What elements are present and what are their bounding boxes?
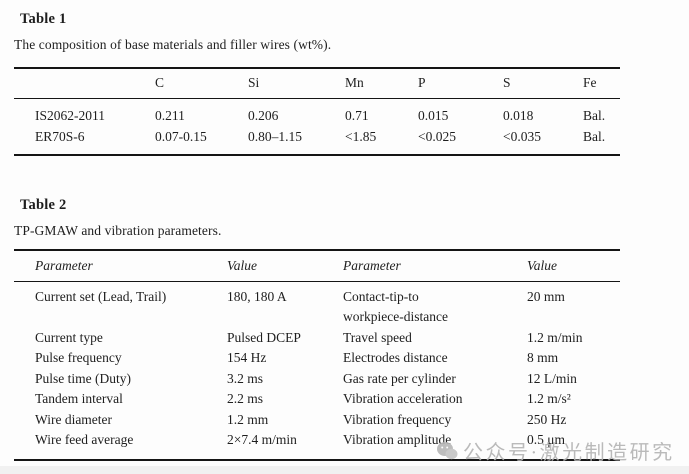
table-cell: Pulsed DCEP	[227, 329, 301, 345]
table2-caption: TP-GMAW and vibration parameters.	[14, 223, 222, 238]
table1-caption: The composition of base materials and fi…	[14, 37, 332, 52]
table-cell: 0.206	[248, 107, 279, 123]
table-row: Wire feed average 2×7.4 m/min Vibration am…	[14, 430, 620, 460]
table-cell: Bal.	[583, 107, 606, 123]
table-cell: Wire diameter	[35, 411, 113, 427]
column-header: Value	[227, 257, 257, 273]
column-header: Parameter	[343, 257, 401, 273]
table-cell: ER70S-6	[35, 128, 85, 144]
table-cell: Current set (Lead, Trail)	[35, 288, 167, 304]
column-header	[14, 68, 155, 98]
table-cell: Pulse frequency	[35, 350, 122, 365]
table-cell: 154 Hz	[227, 350, 267, 365]
table-cell: Contact-tip-to workpiece-distance	[343, 288, 448, 325]
table-row: Pulse frequency 154 Hz Electrodes distance…	[14, 348, 620, 369]
table-cell: 2.2 ms	[227, 391, 264, 406]
table-cell: 0.015	[418, 107, 449, 123]
table-cell: 1.2 m/s²	[527, 391, 571, 406]
table-row: Pulse time (Duty) 3.2 ms Gas rate per cyli…	[14, 369, 620, 390]
composition-table-head: C Si Mn P S Fe	[14, 68, 620, 98]
table-cell: 8 mm	[527, 350, 559, 365]
table-cell: Bal.	[583, 128, 606, 144]
table-cell: Electrodes distance	[343, 350, 448, 365]
table-row: Current set (Lead, Trail) 180, 180 A Conta…	[14, 281, 620, 328]
table-cell: Vibration frequency	[343, 411, 452, 427]
table-cell: Vibration acceleration	[343, 391, 463, 406]
parameters-table-body: Current set (Lead, Trail) 180, 180 A Conta…	[14, 281, 620, 460]
table-row: Tandem interval 2.2 ms Vibration accelerat…	[14, 389, 620, 410]
table-cell: Travel speed	[343, 329, 412, 345]
table-cell: Vibration amplitude	[343, 432, 452, 447]
table-cell: 0.018	[503, 107, 534, 123]
column-header: Parameter	[35, 257, 93, 273]
composition-table: C Si Mn P S Fe IS2062-2011 0.211 0.206 0.71 0.015…	[14, 67, 620, 156]
column-header: P	[418, 75, 426, 91]
parameters-table-head: Parameter Value Parameter Value	[14, 250, 620, 281]
column-header: Si	[248, 75, 260, 91]
table-cell: 1.2 m/min	[527, 329, 583, 345]
table-cell: Tandem interval	[35, 391, 123, 406]
table-cell: 0.71	[345, 107, 369, 123]
table-row: Current type Pulsed DCEP Travel speed 1.2 m…	[14, 328, 620, 349]
table-cell: 0.80–1.15	[248, 128, 302, 144]
table2-title: Table 2	[20, 197, 67, 213]
table-cell: 12 L/min	[527, 370, 577, 386]
header-row: C Si Mn P S Fe	[14, 68, 620, 98]
table1-title: Table 1	[20, 11, 67, 27]
composition-table-body: IS2062-2011 0.211 0.206 0.71 0.015 0.018 Bal. E…	[14, 98, 620, 155]
table-cell: 3.2 ms	[227, 370, 264, 386]
column-header: Fe	[583, 75, 597, 91]
parameters-table: Parameter Value Parameter Value Current set…	[14, 249, 620, 461]
header-row: Parameter Value Parameter Value	[14, 250, 620, 281]
table-row: ER70S-6 0.07-0.15 0.80–1.15 <1.85 <0.025 <0.0…	[14, 126, 620, 155]
table-cell: IS2062-2011	[35, 107, 105, 123]
table-cell: 1.2 mm	[227, 411, 269, 427]
table-cell: 20 mm	[527, 288, 565, 304]
table-cell: 180, 180 A	[227, 288, 287, 304]
table-cell: 0.211	[155, 107, 185, 123]
table-cell: Wire feed average	[35, 432, 134, 447]
column-header: Value	[527, 257, 557, 273]
column-header: C	[155, 75, 165, 91]
table-cell: 0.07-0.15	[155, 128, 207, 144]
table-cell: <1.85	[345, 128, 377, 144]
table-cell: Current type	[35, 329, 103, 345]
column-header: S	[503, 75, 511, 91]
table-cell: <0.035	[503, 128, 541, 144]
page-bottom-edge	[0, 466, 689, 474]
column-header: Mn	[345, 75, 364, 91]
table-cell: Gas rate per cylinder	[343, 370, 456, 386]
table-row: Wire diameter 1.2 mm Vibration frequency 25…	[14, 410, 620, 431]
table-row: IS2062-2011 0.211 0.206 0.71 0.015 0.018 Bal.	[14, 98, 620, 126]
table-cell: 0.5 μm	[527, 432, 565, 447]
table-cell: 2×7.4 m/min	[227, 432, 297, 447]
table-cell: <0.025	[418, 128, 456, 144]
table-cell: 250 Hz	[527, 411, 567, 427]
table-cell: Pulse time (Duty)	[35, 370, 131, 386]
